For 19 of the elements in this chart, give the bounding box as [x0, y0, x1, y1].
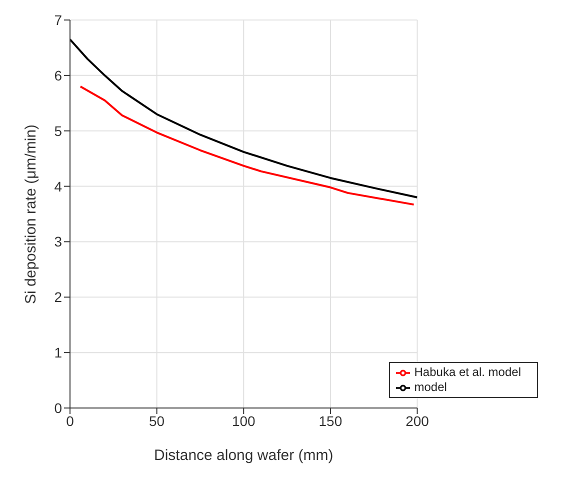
line-series	[70, 38, 418, 198]
legend-label: model	[414, 380, 447, 394]
y-tick-label: 4	[54, 178, 62, 194]
x-axis-title: Distance along wafer (mm)	[154, 447, 334, 464]
x-tick-label: 0	[66, 412, 74, 429]
y-tick-label: 5	[54, 122, 62, 139]
legend-label: Habuka et al. model	[414, 365, 521, 380]
x-tick-label: 100	[232, 412, 256, 429]
y-tick-label: 1	[54, 344, 62, 361]
y-tick-label: 3	[54, 234, 62, 250]
x-tick-label: 200	[406, 412, 430, 429]
x-tick-label: 50	[149, 412, 165, 429]
y-tick-label: 0	[54, 400, 62, 416]
x-tick-label: 150	[318, 412, 342, 429]
y-tick-label: 2	[54, 289, 62, 306]
y-axis-title: Si deposition rate (μm/min)	[22, 124, 40, 304]
line-series	[79, 86, 415, 206]
y-tick-label: 6	[54, 67, 62, 84]
y-tick-label: 7	[54, 12, 62, 28]
